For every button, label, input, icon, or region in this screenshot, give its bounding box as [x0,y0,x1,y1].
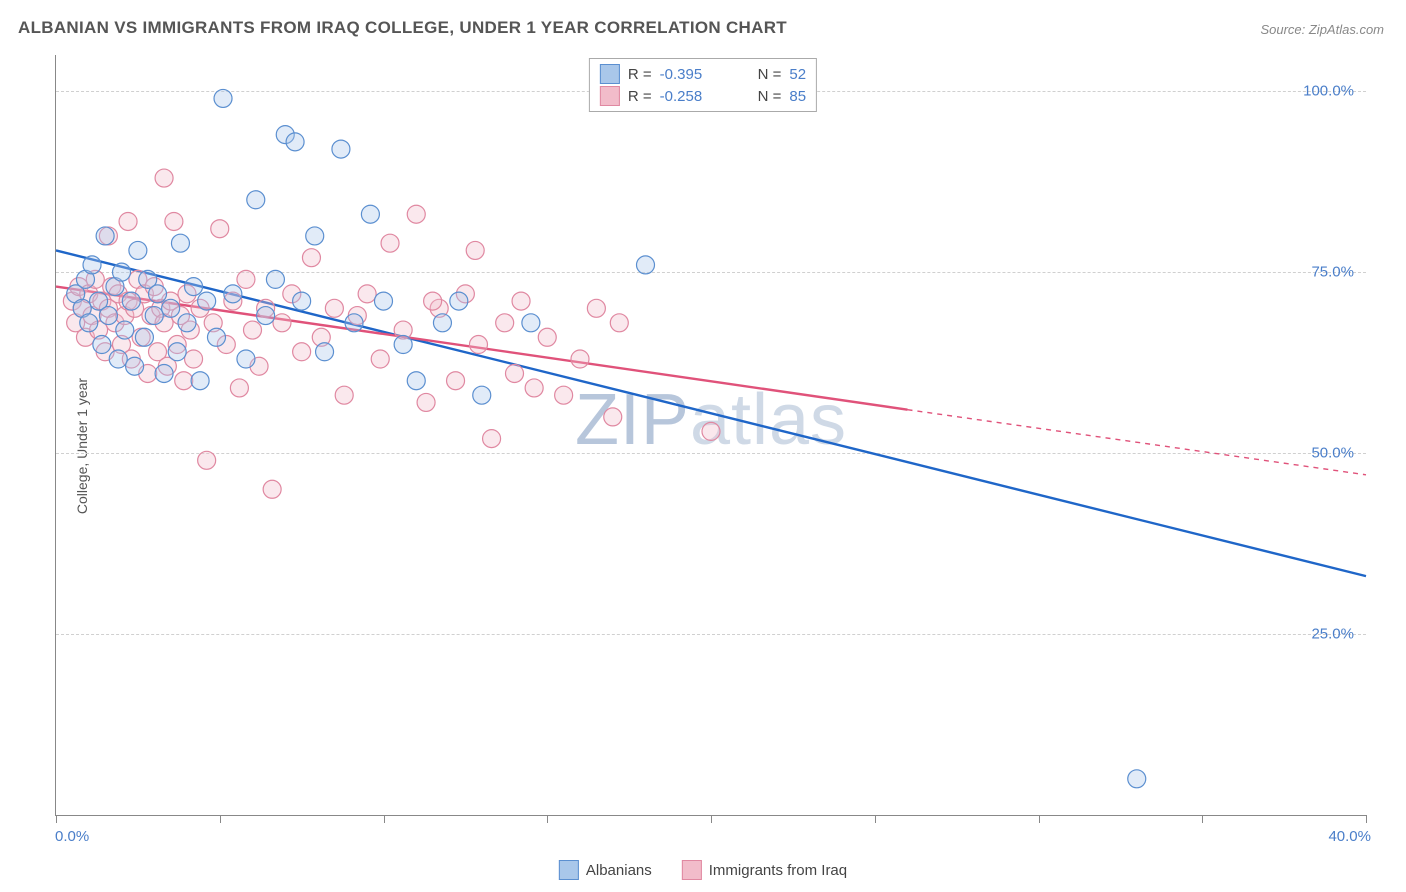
x-axis-min-label: 0.0% [55,828,89,845]
n-label: N = [758,88,782,105]
legend-stats-row-iraq: R = -0.258 N = 85 [600,85,806,107]
r-value-iraq: -0.258 [660,88,750,105]
r-label: R = [628,88,652,105]
n-value-iraq: 85 [789,88,806,105]
plot-svg [56,55,1366,815]
plot-area: ZIPatlas 25.0%50.0%75.0%100.0% [55,55,1366,816]
swatch-albanians [600,64,620,84]
swatch-albanians-icon [559,860,579,880]
legend-label-iraq: Immigrants from Iraq [709,862,847,879]
legend-stats-row-albanians: R = -0.395 N = 52 [600,63,806,85]
legend-item-albanians: Albanians [559,860,652,880]
legend-label-albanians: Albanians [586,862,652,879]
legend-stats: R = -0.395 N = 52 R = -0.258 N = 85 [589,58,817,112]
legend-series: Albanians Immigrants from Iraq [559,860,847,880]
swatch-iraq [600,86,620,106]
n-value-albanians: 52 [789,66,806,83]
r-value-albanians: -0.395 [660,66,750,83]
x-axis-max-label: 40.0% [1328,828,1371,845]
source-label: Source: ZipAtlas.com [1260,22,1384,37]
swatch-iraq-icon [682,860,702,880]
chart-title: ALBANIAN VS IMMIGRANTS FROM IRAQ COLLEGE… [18,18,787,38]
legend-item-iraq: Immigrants from Iraq [682,860,847,880]
r-label: R = [628,66,652,83]
n-label: N = [758,66,782,83]
